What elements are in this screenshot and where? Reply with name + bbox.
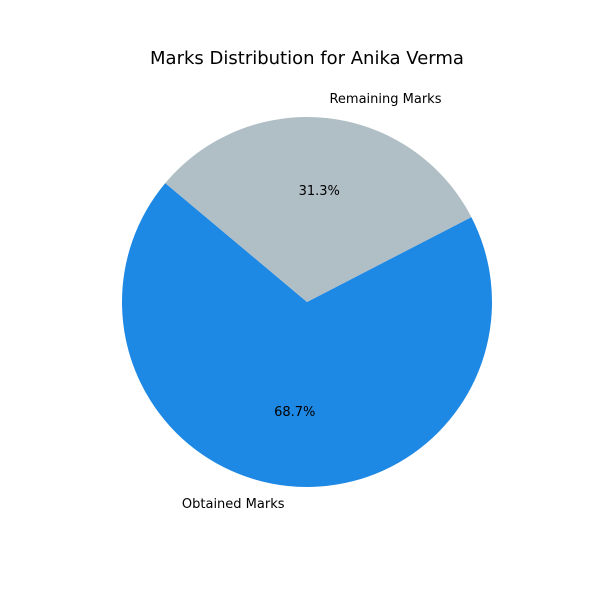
pie-slice-remaining-marks [165, 117, 472, 303]
slice-percent-label: 31.3% [299, 184, 340, 199]
labels-layer: 68.7% Obtained Marks 31.3% Remaining Marks [182, 92, 442, 512]
slice-percent-label: 68.7% [274, 405, 315, 420]
slices-layer [122, 117, 492, 488]
slice-category-label: Remaining Marks [329, 92, 441, 107]
slice-category-label: Obtained Marks [182, 497, 285, 512]
pie-slice-obtained-marks [122, 183, 492, 488]
chart-title: Marks Distribution for Anika Verma [150, 48, 464, 69]
